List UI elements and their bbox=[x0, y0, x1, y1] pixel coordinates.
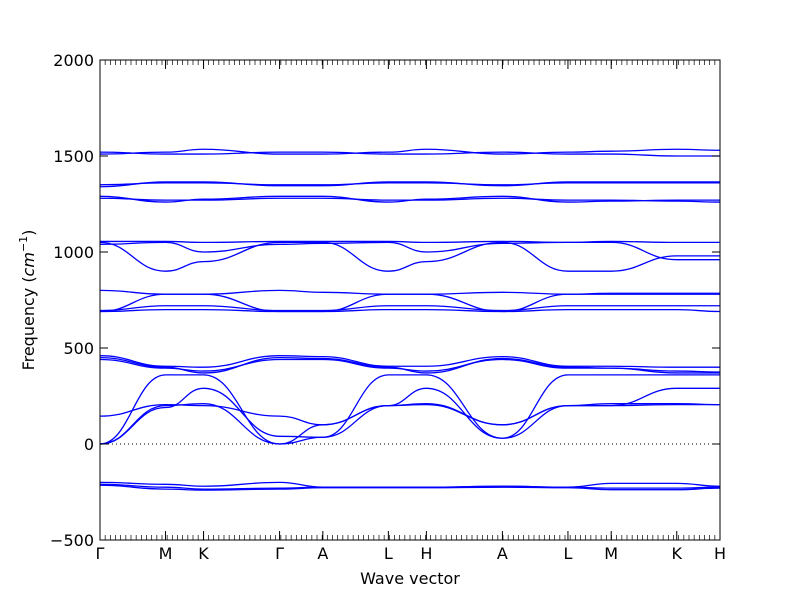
x-tick-label: M bbox=[604, 544, 618, 563]
band-9-line bbox=[99, 355, 720, 368]
y-axis-title: Frequency (cm−1) bbox=[17, 230, 38, 371]
band-13-line bbox=[99, 293, 720, 313]
band-22-line bbox=[99, 148, 721, 155]
x-tick-label: L bbox=[384, 544, 393, 563]
y-axis-title-exponent: −1 bbox=[17, 236, 30, 252]
band-23-line bbox=[99, 151, 720, 157]
band-7-line bbox=[99, 403, 720, 426]
band-6-line bbox=[99, 403, 721, 445]
tick-label-group: −500 0 500 1000 1500 2000 Γ M K Γ A L H A L M K H bbox=[50, 51, 726, 563]
band-series-group bbox=[99, 148, 721, 491]
band-5-line bbox=[99, 387, 720, 445]
y-tick-label: 1000 bbox=[53, 243, 94, 262]
band-20-line bbox=[99, 181, 720, 188]
band-21-line bbox=[99, 182, 720, 186]
y-axis-title-suffix: ) bbox=[19, 230, 38, 236]
y-tick-label: −500 bbox=[50, 531, 94, 550]
band-10-line bbox=[99, 356, 721, 374]
x-tick-label: A bbox=[317, 544, 328, 563]
tick-group bbox=[99, 59, 721, 541]
band-3-line bbox=[99, 484, 721, 491]
x-axis-title: Wave vector bbox=[360, 569, 460, 588]
x-tick-label: H bbox=[714, 544, 726, 563]
band-16-line bbox=[99, 241, 720, 261]
x-tick-label: Γ bbox=[275, 544, 284, 563]
y-tick-label: 1500 bbox=[53, 147, 94, 166]
band-12-line bbox=[99, 305, 720, 312]
y-tick-label: 500 bbox=[63, 339, 94, 358]
band-14-line bbox=[99, 289, 720, 295]
x-tick-label: A bbox=[497, 544, 508, 563]
x-tick-label: L bbox=[563, 544, 572, 563]
x-tick-label: H bbox=[420, 544, 432, 563]
y-tick-label: 0 bbox=[84, 435, 94, 454]
plot-frame bbox=[99, 59, 721, 541]
x-tick-label: K bbox=[671, 544, 682, 563]
band-4-line bbox=[99, 374, 720, 445]
band-11-line bbox=[99, 308, 721, 313]
y-axis-title-prefix: Frequency ( bbox=[19, 276, 38, 370]
band-15-line bbox=[99, 241, 720, 272]
band-1-line bbox=[99, 481, 721, 488]
band-19-line bbox=[99, 195, 720, 203]
y-axis-title-unit: cm bbox=[19, 252, 38, 276]
x-tick-label: K bbox=[198, 544, 209, 563]
x-tick-label: M bbox=[159, 544, 173, 563]
x-tick-label: Γ bbox=[96, 544, 105, 563]
y-tick-label: 2000 bbox=[53, 51, 94, 70]
band-17-line bbox=[100, 240, 720, 244]
